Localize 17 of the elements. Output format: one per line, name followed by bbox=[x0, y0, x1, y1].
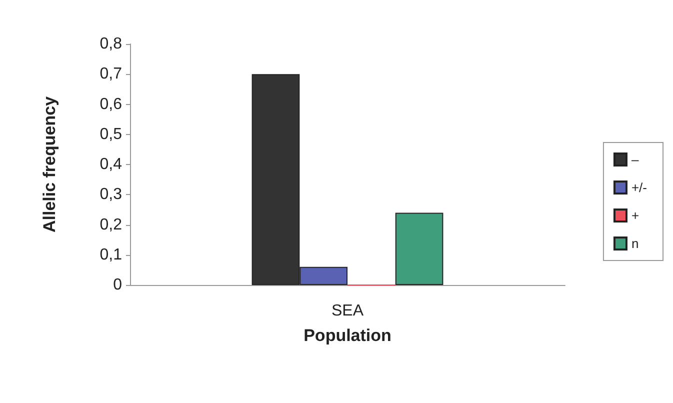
y-tick-label: 0,6 bbox=[100, 96, 122, 113]
x-tick-label: SEA bbox=[331, 302, 364, 320]
x-axis-title: Population bbox=[304, 326, 392, 345]
y-tick-label: 0,2 bbox=[100, 216, 122, 234]
y-tick-label: 0,4 bbox=[100, 156, 122, 173]
y-axis-title: Allelic frequency bbox=[40, 96, 59, 233]
y-tick-label: 0,3 bbox=[100, 186, 122, 204]
legend-label: n bbox=[631, 236, 639, 251]
y-tick-label: 0,5 bbox=[100, 126, 122, 143]
y-tick-label: 0 bbox=[113, 276, 122, 294]
y-tick-label: 0,1 bbox=[100, 246, 122, 264]
legend-label: +/- bbox=[631, 180, 648, 195]
y-tick-label: 0,7 bbox=[100, 66, 122, 83]
bar bbox=[395, 212, 444, 285]
legend-label: + bbox=[631, 208, 640, 223]
legend-label: – bbox=[631, 152, 640, 167]
y-tick-label: 0,8 bbox=[100, 36, 122, 52]
